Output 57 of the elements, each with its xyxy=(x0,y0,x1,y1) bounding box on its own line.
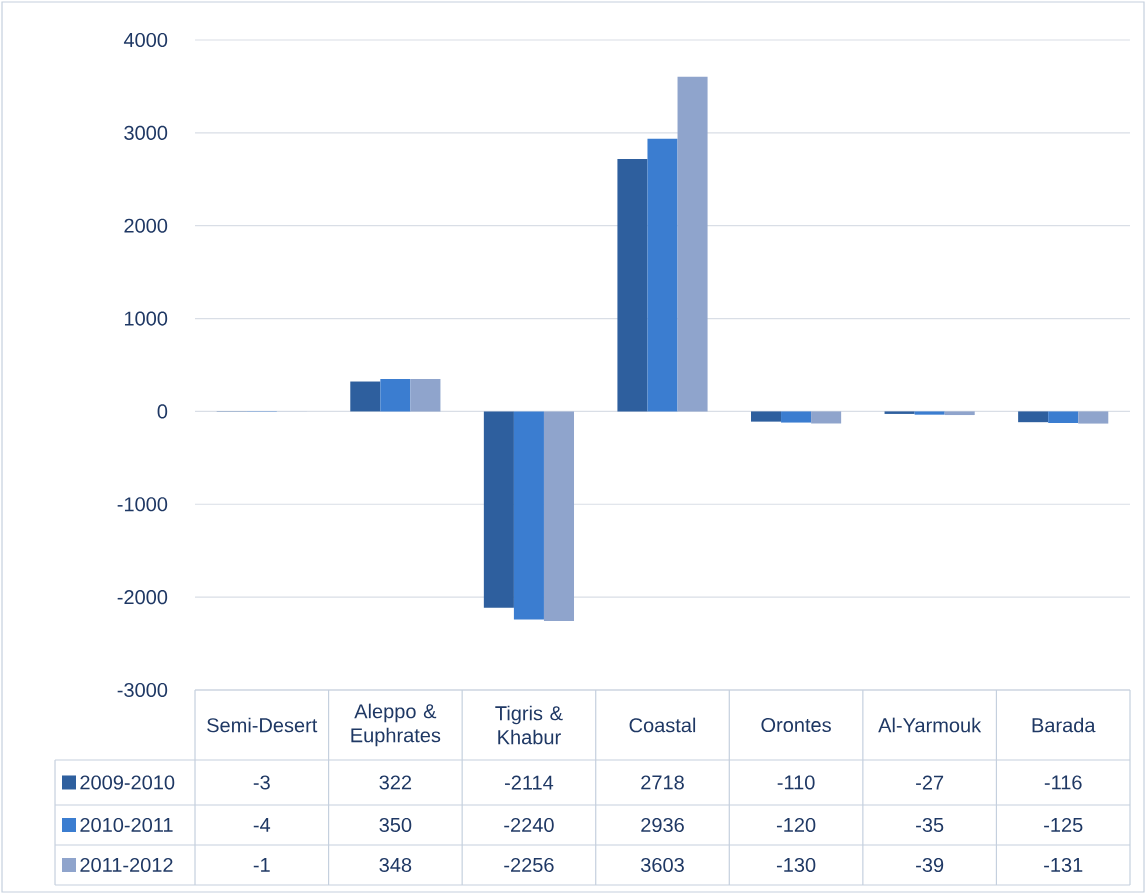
data-label: 2718 xyxy=(641,775,684,790)
data-label: -27 xyxy=(916,775,944,790)
data-label: -110 xyxy=(777,775,815,790)
bar xyxy=(750,411,782,422)
bar xyxy=(617,159,648,412)
bar xyxy=(1048,411,1079,424)
y-tick-label: 0 xyxy=(157,404,168,419)
data-label: -120 xyxy=(776,817,816,833)
bar xyxy=(944,411,975,416)
x-tick-label: Coastal xyxy=(629,717,696,733)
data-label: 3603 xyxy=(641,857,684,873)
data-label: 2936 xyxy=(641,817,684,833)
data-label: -4 xyxy=(253,818,271,832)
data-label: -35 xyxy=(916,817,944,833)
x-tick-label: Aleppo & Euphrates xyxy=(351,703,441,747)
legend-label: 2011-2012 xyxy=(80,857,173,873)
bar xyxy=(543,411,575,621)
bar xyxy=(380,378,411,412)
x-tick-label: Semi-Desert xyxy=(207,717,318,733)
x-tick-label: Orontes xyxy=(761,717,831,733)
data-label: -131 xyxy=(1044,857,1083,873)
data-label: -125 xyxy=(1044,817,1083,833)
x-tick-label: Barada xyxy=(1032,717,1096,733)
data-label: 350 xyxy=(379,817,412,833)
x-tick-label: Tigris & Khabur xyxy=(495,705,563,745)
data-label: -2114 xyxy=(504,775,554,790)
data-label: -39 xyxy=(916,857,944,873)
y-tick-label: 1000 xyxy=(124,311,168,326)
y-tick-label: 3000 xyxy=(124,125,168,140)
data-label: -116 xyxy=(1044,775,1082,790)
bar xyxy=(513,411,544,620)
legend-label: 2010-2011 xyxy=(80,817,173,833)
bar xyxy=(647,138,678,412)
y-tick-label: -1000 xyxy=(117,497,168,512)
bar xyxy=(350,381,381,412)
bar xyxy=(677,76,708,412)
bar xyxy=(410,379,441,412)
bar xyxy=(1078,411,1109,424)
data-label: 348 xyxy=(379,857,412,873)
data-label: -130 xyxy=(776,857,816,873)
data-label: -1 xyxy=(253,858,270,872)
y-tick-label: 4000 xyxy=(123,32,168,48)
bar xyxy=(781,411,812,423)
bar xyxy=(483,411,514,608)
y-tick-label: -2000 xyxy=(117,590,168,605)
bar xyxy=(884,411,915,414)
x-tick-label: Al-Yarmouk xyxy=(878,717,982,733)
data-label: -2256 xyxy=(504,857,554,873)
data-label: -2240 xyxy=(504,817,554,833)
legend-label: 2009-2010 xyxy=(80,775,175,790)
y-tick-label: -3000 xyxy=(117,682,168,698)
data-label: -3 xyxy=(253,775,270,790)
data-label: 322 xyxy=(379,775,412,790)
bar xyxy=(811,411,842,424)
bar xyxy=(1018,411,1049,423)
y-tick-label: 2000 xyxy=(124,218,168,233)
bar xyxy=(914,411,945,415)
